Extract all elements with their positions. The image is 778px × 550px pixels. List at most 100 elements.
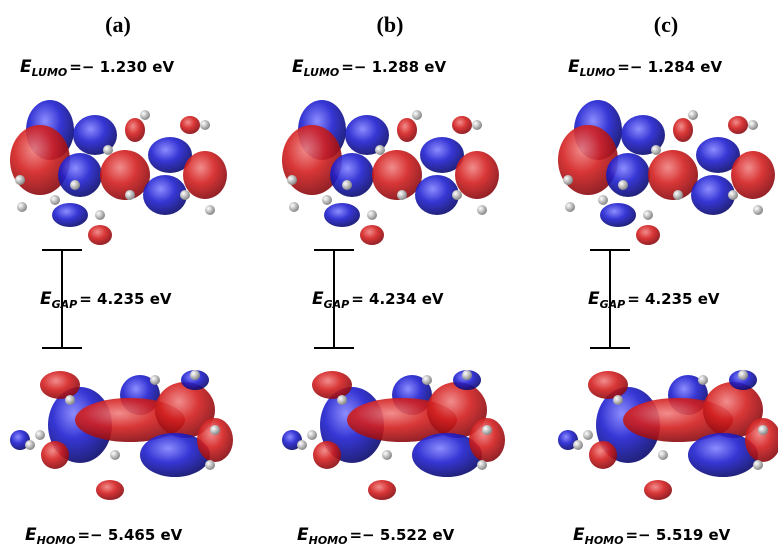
- atom: [651, 145, 661, 155]
- orbital-lobe: [644, 480, 672, 500]
- atom: [65, 395, 75, 405]
- atom: [412, 110, 422, 120]
- atom: [307, 430, 317, 440]
- atom: [598, 195, 608, 205]
- energy-subscript: GAP: [600, 298, 626, 311]
- orbital-lobe: [313, 441, 341, 469]
- atom: [25, 440, 35, 450]
- energy-label: EHOMO=− 5.519 eV: [573, 525, 731, 547]
- orbital-lobe: [368, 480, 396, 500]
- orbital-lobe: [648, 150, 698, 200]
- atom: [50, 195, 60, 205]
- atom: [753, 205, 763, 215]
- atom: [482, 425, 492, 435]
- atom: [103, 145, 113, 155]
- panel-label: (a): [105, 12, 131, 37]
- panel-label: (c): [654, 12, 678, 37]
- orbital-lobe: [731, 151, 775, 199]
- energy-label: ELUMO=− 1.230 eV: [20, 57, 174, 79]
- energy-subscript: GAP: [52, 298, 78, 311]
- energy-value: =− 5.465 eV: [77, 526, 182, 544]
- atom: [583, 430, 593, 440]
- energy-value: =− 1.230 eV: [69, 58, 174, 76]
- energy-value: =− 1.284 eV: [617, 58, 722, 76]
- energy-label: EGAP= 4.234 eV: [312, 289, 444, 311]
- orbital-lobe: [728, 116, 748, 134]
- orbital-lobe: [312, 371, 352, 399]
- atom: [337, 395, 347, 405]
- orbital-lobe: [588, 371, 628, 399]
- energy-subscript: HOMO: [585, 534, 624, 547]
- orbital-lobe: [606, 153, 650, 197]
- atom: [728, 190, 738, 200]
- energy-label: EGAP= 4.235 eV: [40, 289, 172, 311]
- atom: [367, 210, 377, 220]
- atom: [382, 450, 392, 460]
- atom: [688, 110, 698, 120]
- orbital-lobe: [600, 203, 636, 227]
- atom: [95, 210, 105, 220]
- atom: [748, 120, 758, 130]
- atom: [210, 425, 220, 435]
- energy-symbol: E: [297, 525, 309, 545]
- atom: [738, 370, 748, 380]
- atom: [125, 190, 135, 200]
- atom: [658, 450, 668, 460]
- energy-symbol: E: [25, 525, 37, 545]
- atom: [698, 375, 708, 385]
- atom: [565, 202, 575, 212]
- orbital-lobe: [452, 116, 472, 134]
- energy-subscript: HOMO: [37, 534, 76, 547]
- atom: [297, 440, 307, 450]
- atom: [397, 190, 407, 200]
- atom: [342, 180, 352, 190]
- energy-label: EHOMO=− 5.465 eV: [25, 525, 183, 547]
- atom: [17, 202, 27, 212]
- atom: [190, 370, 200, 380]
- energy-label: EHOMO=− 5.522 eV: [297, 525, 455, 547]
- orbital-lobe: [100, 150, 150, 200]
- atom: [613, 395, 623, 405]
- orbital-lobe: [589, 441, 617, 469]
- orbital-lobe: [96, 480, 124, 500]
- atom: [205, 460, 215, 470]
- energy-symbol: E: [573, 525, 585, 545]
- orbital-lobe: [125, 118, 145, 142]
- atom: [150, 375, 160, 385]
- energy-symbol: E: [292, 57, 304, 77]
- atom: [70, 180, 80, 190]
- orbital-lobe: [673, 118, 693, 142]
- atom: [375, 145, 385, 155]
- orbital-lobe: [183, 151, 227, 199]
- atom: [140, 110, 150, 120]
- orbital-lobe: [58, 153, 102, 197]
- atom: [180, 190, 190, 200]
- atom: [452, 190, 462, 200]
- energy-symbol: E: [312, 289, 324, 309]
- energy-symbol: E: [40, 289, 52, 309]
- orbital-lobe: [636, 225, 660, 245]
- energy-subscript: GAP: [324, 298, 350, 311]
- atom: [618, 180, 628, 190]
- atom: [287, 175, 297, 185]
- atom: [573, 440, 583, 450]
- atom: [758, 425, 768, 435]
- orbital-lobe: [372, 150, 422, 200]
- atom: [110, 450, 120, 460]
- atom: [472, 120, 482, 130]
- orbital-lobe: [455, 151, 499, 199]
- orbital-lobe: [397, 118, 417, 142]
- atom: [462, 370, 472, 380]
- energy-value: =− 5.519 eV: [625, 526, 730, 544]
- atom: [322, 195, 332, 205]
- energy-label: ELUMO=− 1.288 eV: [292, 57, 446, 79]
- energy-subscript: LUMO: [32, 66, 68, 79]
- atom: [753, 460, 763, 470]
- energy-label: ELUMO=− 1.284 eV: [568, 57, 722, 79]
- energy-value: =− 1.288 eV: [341, 58, 446, 76]
- atom: [563, 175, 573, 185]
- atom: [200, 120, 210, 130]
